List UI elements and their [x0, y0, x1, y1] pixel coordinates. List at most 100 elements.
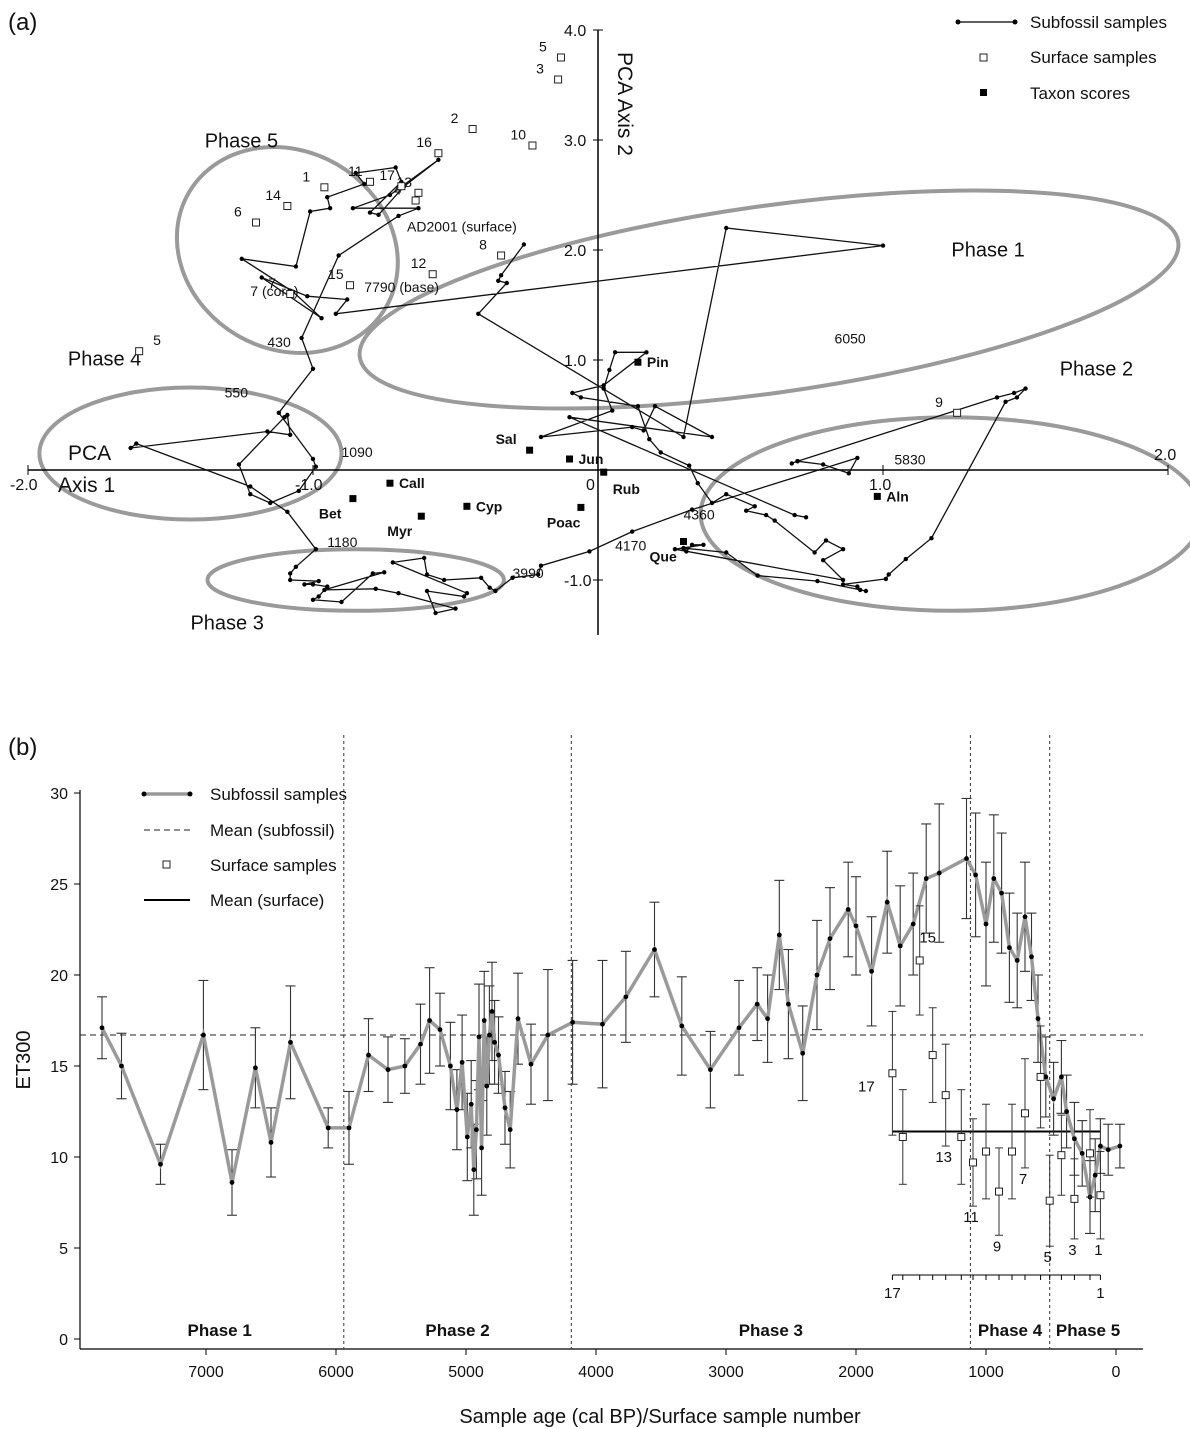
surface-sample-marker — [554, 75, 563, 84]
subfossil-point — [601, 383, 606, 388]
y-tick-label: 25 — [50, 877, 68, 894]
subfossil-point — [134, 441, 139, 446]
subfossil-point — [461, 594, 467, 599]
subfossil-point — [288, 432, 293, 437]
subfossil-point — [647, 437, 652, 442]
panel-a-label: (a) — [8, 9, 37, 36]
phase-label: Phase 5 — [205, 131, 278, 153]
sample-age-label: 3990 — [513, 565, 544, 581]
subfossil-point — [367, 210, 373, 215]
taxon-score-marker — [417, 512, 425, 520]
subfossil-point — [765, 1016, 770, 1022]
phase-label: Phase 2 — [1060, 358, 1133, 380]
surface-sample-marker — [252, 218, 260, 227]
legend-label: Surface samples — [210, 856, 337, 875]
subfossil-point — [1051, 1096, 1056, 1102]
surface-sample-label: 2 — [451, 110, 459, 126]
surface-sample-label: 9 — [993, 1238, 1001, 1255]
surface-sample-marker — [1096, 1191, 1105, 1200]
x-tick-label: -2.0 — [10, 477, 38, 494]
sample-age-label: 550 — [225, 384, 249, 400]
y-tick-label: 5 — [59, 1241, 68, 1258]
subfossil-trajectory — [128, 159, 1026, 614]
surface-sample-marker — [898, 1132, 907, 1141]
surface-sample-marker — [1086, 1149, 1094, 1158]
pca-biplot: Phase 1 Phase 2 Phase 3 Phase 4 Phase 5 -2.0 -… — [10, 13, 1190, 635]
subfossil-point — [812, 550, 817, 555]
surface-sample-label: 5 — [153, 332, 161, 348]
subfossil-point — [1092, 1172, 1098, 1178]
subfossil-point — [476, 1034, 482, 1040]
subfossil-point — [479, 1145, 484, 1151]
subfossil-point — [382, 570, 387, 575]
surface-sample-label: 12 — [411, 255, 427, 271]
surface-sample-label: 15 — [919, 929, 936, 946]
subfossil-point — [709, 434, 715, 440]
subfossil-point — [474, 1127, 479, 1133]
subfossil-point — [863, 588, 869, 594]
subfossil-point — [229, 1180, 235, 1185]
taxon-score-marker — [577, 503, 585, 511]
subfossil-point — [302, 582, 307, 587]
surface-sample-label: 5 — [539, 39, 547, 55]
subfossil-point — [366, 1052, 371, 1058]
subfossil-point — [370, 571, 376, 576]
subfossil-point — [504, 280, 509, 286]
surface-sample-marker — [497, 251, 506, 260]
taxon-label: Cyp — [476, 498, 502, 514]
subfossil-point — [1023, 386, 1028, 391]
phase-label: Phase 3 — [739, 1321, 803, 1340]
subfossil-point — [464, 591, 470, 596]
legend-label: Taxon scores — [1030, 84, 1130, 103]
subfossil-point — [128, 445, 133, 451]
subfossil-point — [545, 1032, 551, 1038]
surface-sample-label: 16 — [416, 134, 432, 150]
subfossil-point — [248, 492, 253, 497]
subfossil-point — [345, 297, 350, 302]
subfossil-point — [288, 1039, 293, 1045]
subfossil-point — [288, 571, 293, 576]
x-tick-label: 7000 — [188, 1364, 224, 1381]
y-tick-label: 15 — [50, 1059, 68, 1076]
sample-age-label: 7790 (base) — [364, 279, 439, 295]
subfossil-point — [427, 1018, 432, 1023]
subfossil-point — [570, 1019, 575, 1025]
surface-sample-label: 14 — [265, 187, 281, 203]
subfossil-point — [736, 1025, 742, 1031]
subfossil-point — [644, 350, 649, 355]
taxon-label: Aln — [886, 488, 909, 504]
legend-label: Subfossil samples — [1030, 13, 1167, 32]
phase-ellipse — [37, 385, 344, 522]
sample-age-label: 4360 — [684, 507, 715, 523]
subfossil-point — [471, 1167, 477, 1173]
legend-label: Subfossil samples — [210, 785, 347, 804]
subfossil-point — [724, 550, 729, 555]
subfossil-point — [840, 577, 846, 583]
subfossil-point — [623, 994, 629, 1000]
subfossil-point — [840, 547, 846, 552]
x-tick-label: 1000 — [968, 1364, 1004, 1381]
subfossil-point — [641, 428, 646, 433]
taxon-score-marker — [566, 455, 573, 463]
surface-sample-label: 17 — [379, 167, 395, 183]
subfossil-point — [803, 515, 809, 520]
legend-point — [141, 791, 147, 797]
subfossil-point — [201, 1032, 206, 1038]
subfossil-point — [424, 572, 430, 577]
x-tick-label: 3000 — [708, 1364, 744, 1381]
subfossil-point — [600, 1021, 605, 1027]
subfossil-point — [478, 575, 484, 580]
subfossil-point — [353, 170, 358, 176]
legend-marker — [979, 53, 988, 62]
subfossil-point — [496, 1052, 501, 1058]
legend-point — [955, 19, 961, 25]
subfossil-point — [897, 943, 903, 949]
subfossil-point — [385, 1067, 391, 1073]
subfossil-point — [689, 507, 695, 512]
subfossil-point — [886, 572, 891, 577]
subfossil-point — [325, 195, 330, 200]
surface-sample-marker — [941, 1091, 950, 1100]
subfossil-point — [468, 1101, 474, 1107]
surface-sample-marker — [1045, 1196, 1054, 1205]
x-axis-label: PCA — [68, 442, 111, 465]
